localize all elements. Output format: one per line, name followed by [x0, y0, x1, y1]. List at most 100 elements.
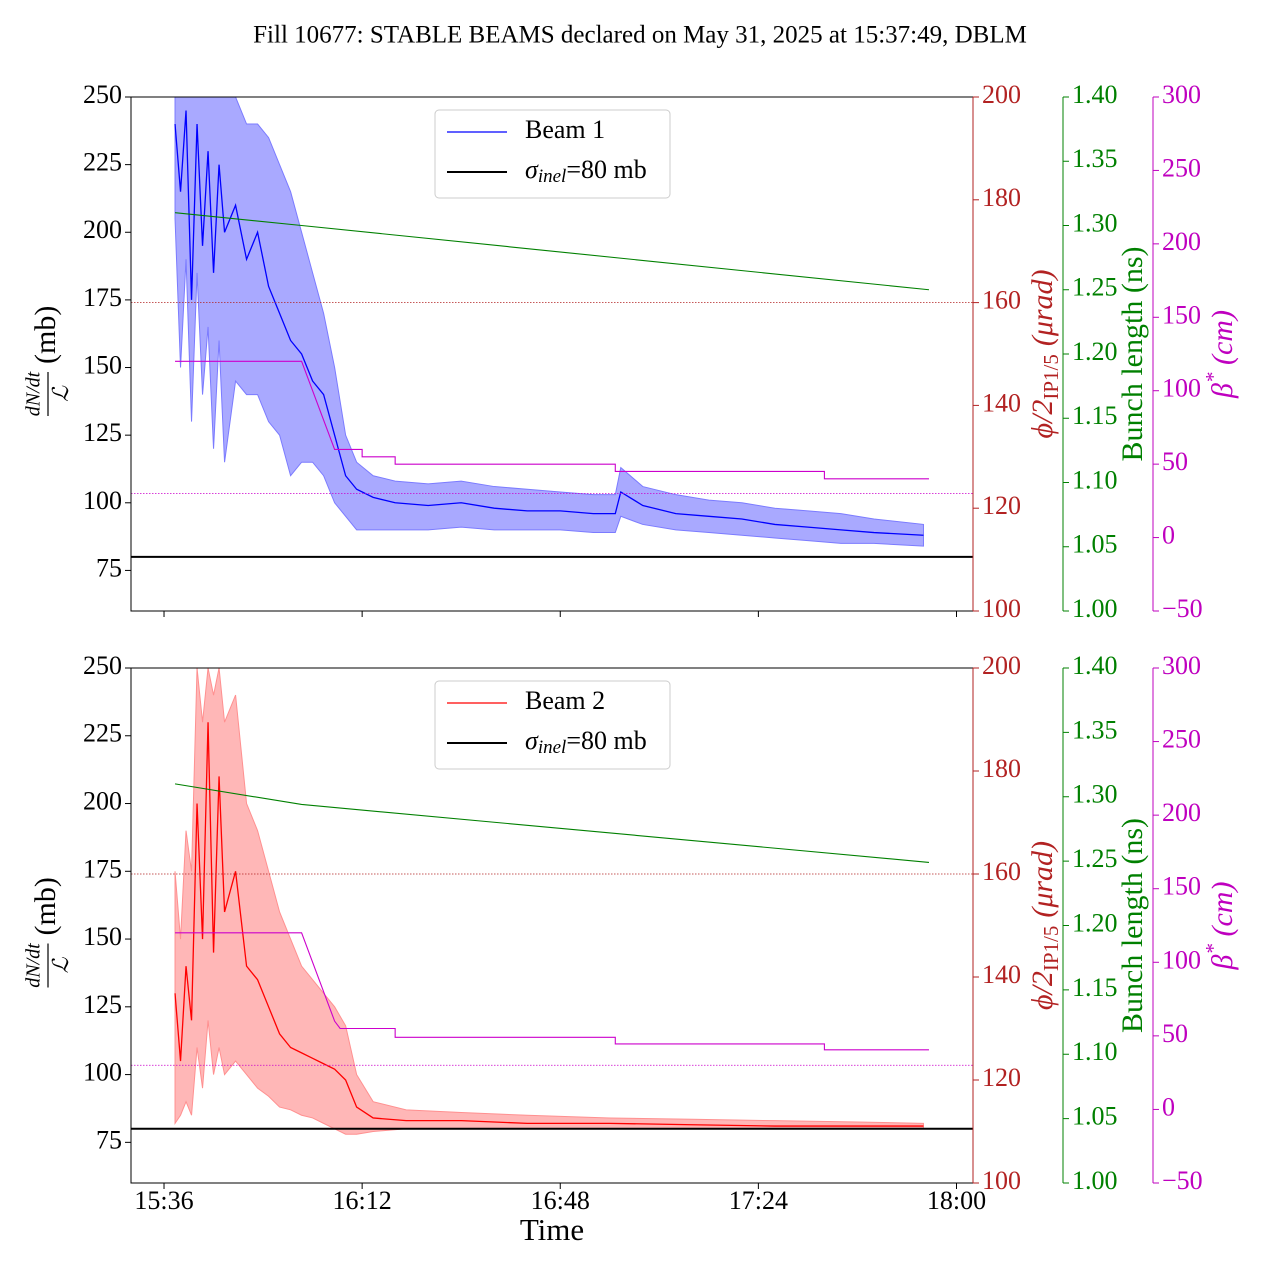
y3-tick-label: 1.35	[1072, 715, 1118, 744]
y-tick-label: 75	[96, 1125, 122, 1154]
series-line	[174, 783, 930, 863]
y4-tick-label: 100	[1162, 374, 1201, 403]
x-tick-label: 17:24	[729, 1186, 788, 1215]
y4-tick-label: −50	[1162, 1166, 1203, 1195]
y-axis-label: dN/dt ℒ (mb)	[23, 306, 73, 417]
y-tick-label: 100	[83, 1058, 122, 1087]
y-tick-label: 200	[83, 215, 122, 244]
y3-tick-label: 1.25	[1072, 844, 1118, 873]
y-tick-label: 75	[96, 553, 122, 582]
y3-tick-label: 1.15	[1072, 401, 1118, 430]
y-label-denominator: ℒ	[48, 956, 73, 973]
y4-axis-label: β* (cm)	[1201, 882, 1239, 971]
legend-label-part: σ	[525, 726, 539, 755]
x-tick-label: 15:36	[134, 1186, 193, 1215]
y3-tick-label: 1.40	[1072, 651, 1118, 680]
y4-tick-label: 0	[1162, 521, 1175, 550]
legend-label-part: =80 mb	[566, 155, 646, 184]
y4-axis-label: β* (cm)	[1201, 310, 1239, 399]
y4-tick-label: 100	[1162, 945, 1201, 974]
y-tick-label: 150	[83, 350, 122, 379]
y4-tick-label: 250	[1162, 725, 1201, 754]
y-label-numerator: dN/dt	[23, 943, 45, 988]
y2-label-unit: (μrad)	[1026, 841, 1059, 918]
plot-area	[174, 97, 930, 547]
y3-tick-label: 1.30	[1072, 208, 1118, 237]
y3-tick-label: 1.00	[1072, 594, 1118, 623]
y-tick-label: 225	[83, 148, 122, 177]
y3-tick-label: 1.05	[1072, 1102, 1118, 1131]
y3-tick-label: 1.05	[1072, 530, 1118, 559]
legend-label: σinel=80 mb	[525, 155, 647, 187]
y3-tick-label: 1.15	[1072, 973, 1118, 1002]
y2-axis-label: ϕ/2IP1/5 (μrad)	[1026, 841, 1063, 1010]
y4-label-sup: *	[1201, 372, 1225, 383]
y2-tick-label: 180	[982, 754, 1021, 783]
series-line	[175, 932, 929, 1051]
error-band	[174, 97, 924, 547]
y3-tick-label: 1.20	[1072, 337, 1118, 366]
y2-tick-label: 100	[982, 594, 1021, 623]
y2-tick-label: 160	[982, 286, 1021, 315]
y4-tick-label: 0	[1162, 1092, 1175, 1121]
y3-axis-label: Bunch length (ns)	[1116, 247, 1149, 462]
y4-label-part: β	[1206, 954, 1239, 970]
series-line	[174, 110, 924, 536]
y-label-unit: (mb)	[29, 306, 62, 364]
y3-tick-label: 1.35	[1072, 144, 1118, 173]
legend-label-sub: inel	[538, 166, 567, 187]
y4-label-sup: *	[1201, 944, 1225, 955]
y2-label-unit: (μrad)	[1026, 269, 1059, 346]
x-tick-label: 16:12	[333, 1186, 392, 1215]
x-tick-label: 18:00	[927, 1186, 986, 1215]
y3-tick-label: 1.20	[1072, 908, 1118, 937]
y-tick-label: 175	[83, 854, 122, 883]
figure-title: Fill 10677: STABLE BEAMS declared on May…	[253, 22, 1027, 49]
legend-label: Beam 1	[525, 115, 605, 144]
y2-tick-label: 180	[982, 183, 1021, 212]
y3-tick-label: 1.00	[1072, 1166, 1118, 1195]
legend-label: Beam 2	[525, 686, 605, 715]
y4-tick-label: 250	[1162, 153, 1201, 182]
y2-tick-label: 200	[982, 80, 1021, 109]
y4-tick-label: 50	[1162, 1019, 1188, 1048]
y-tick-label: 250	[83, 80, 122, 109]
y2-tick-label: 160	[982, 857, 1021, 886]
series-line	[174, 722, 924, 1127]
y-tick-label: 200	[83, 786, 122, 815]
y3-tick-label: 1.10	[1072, 465, 1118, 494]
x-tick-label: 16:48	[531, 1186, 590, 1215]
y2-tick-label: 100	[982, 1166, 1021, 1195]
y4-tick-label: 300	[1162, 651, 1201, 680]
y-tick-label: 225	[83, 719, 122, 748]
y4-tick-label: 50	[1162, 447, 1188, 476]
y2-label-sub: IP1/5	[1039, 354, 1063, 400]
y-tick-label: 125	[83, 418, 122, 447]
series-line	[174, 212, 930, 291]
y2-tick-label: 140	[982, 388, 1021, 417]
y-tick-label: 150	[83, 922, 122, 951]
y-label-denominator: ℒ	[48, 385, 73, 402]
legend-label-part: =80 mb	[566, 726, 646, 755]
y2-label-part: ϕ/2	[1026, 971, 1059, 1010]
legend-label-part: σ	[525, 155, 539, 184]
y4-tick-label: 150	[1162, 872, 1201, 901]
y-tick-label: 175	[83, 283, 122, 312]
y-axis-label: dN/dt ℒ (mb)	[23, 877, 73, 988]
y4-tick-label: 200	[1162, 798, 1201, 827]
legend-label: σinel=80 mb	[525, 726, 647, 758]
y-tick-label: 250	[83, 651, 122, 680]
y2-tick-label: 200	[982, 651, 1021, 680]
legend-label-sub: inel	[538, 737, 567, 758]
y4-label-unit: (cm)	[1206, 310, 1239, 372]
y2-tick-label: 120	[982, 491, 1021, 520]
y4-label-part: β	[1206, 383, 1239, 399]
series-line	[175, 360, 929, 480]
y3-axis-label: Bunch length (ns)	[1116, 818, 1149, 1033]
y2-tick-label: 140	[982, 960, 1021, 989]
y2-tick-label: 120	[982, 1063, 1021, 1092]
y3-tick-label: 1.40	[1072, 80, 1118, 109]
y4-tick-label: 150	[1162, 300, 1201, 329]
y-label-numerator: dN/dt	[23, 371, 45, 416]
